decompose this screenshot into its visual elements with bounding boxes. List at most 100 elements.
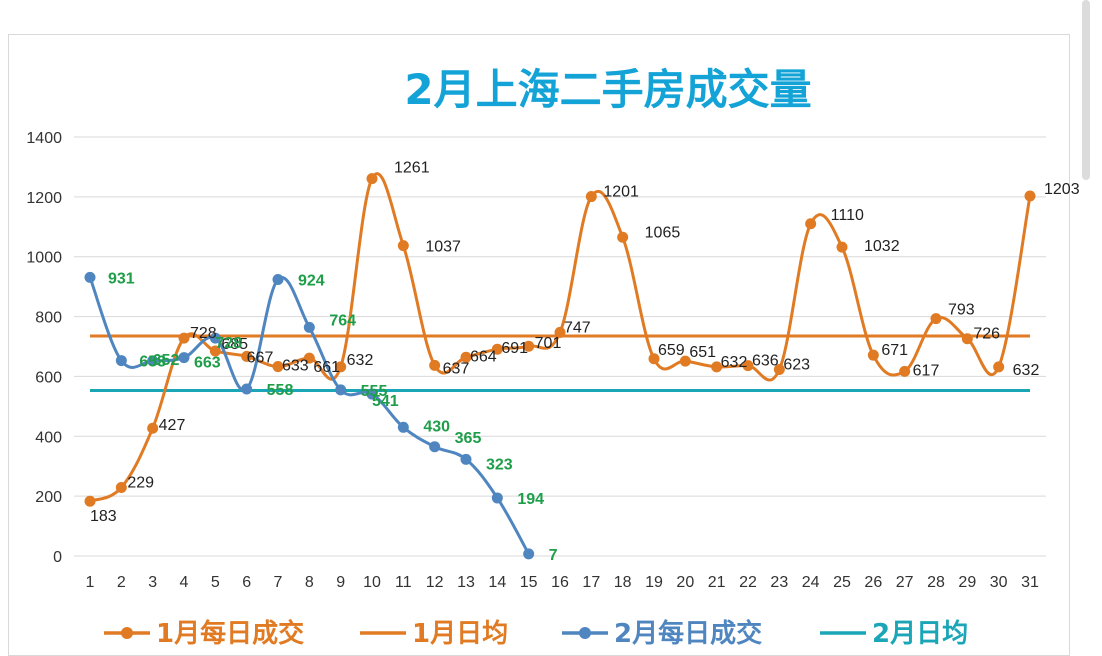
feb-point-13	[460, 453, 472, 465]
jan-point-3	[147, 422, 159, 434]
jan-point-21	[711, 361, 723, 373]
legend-label-1: 1月每日成交	[156, 618, 304, 645]
jan-point-5	[209, 345, 221, 357]
y-tick-1200: 1200	[26, 190, 62, 207]
jan-point-19	[648, 353, 660, 365]
feb-point-5	[209, 332, 221, 344]
jan-point-4	[178, 332, 190, 344]
legend: 1月每日成交 1月日均 2月每日成交 2月日均	[104, 618, 968, 645]
feb-point-4	[178, 352, 190, 364]
y-tick-1400: 1400	[26, 130, 62, 147]
jan-label-8: 661	[313, 359, 340, 376]
feb-label-13: 323	[486, 456, 513, 473]
feb-label-4: 663	[194, 355, 221, 372]
jan-label-5: 685	[221, 336, 248, 353]
jan-label-11: 1037	[425, 239, 461, 256]
x-tick-1: 1	[86, 574, 95, 591]
jan-point-23	[773, 364, 785, 376]
jan-label-10: 1261	[394, 160, 430, 177]
x-tick-4: 4	[180, 574, 189, 591]
scrollbar[interactable]	[1082, 0, 1090, 180]
x-tick-9: 9	[336, 574, 345, 591]
x-tick-30: 30	[990, 574, 1008, 591]
feb-label-15: 7	[549, 547, 558, 564]
feb-point-7	[272, 273, 284, 285]
jan-label-16: 747	[564, 319, 591, 336]
x-tick-16: 16	[551, 574, 569, 591]
jan-label-31: 1203	[1044, 181, 1080, 198]
chart-title: 2月上海二手房成交量	[404, 65, 811, 114]
jan-point-11	[397, 240, 409, 252]
feb-point-9	[335, 384, 347, 396]
jan-point-30	[993, 361, 1005, 373]
jan-point-31	[1024, 190, 1036, 202]
feb-point-12	[429, 441, 441, 453]
jan-label-9: 632	[347, 352, 374, 369]
jan-point-26	[867, 349, 879, 361]
jan-label-23: 623	[783, 357, 810, 374]
jan-point-8	[303, 352, 315, 364]
jan-label-13: 664	[470, 348, 497, 365]
x-tick-22: 22	[739, 574, 757, 591]
jan-label-21: 632	[721, 354, 748, 371]
jan-point-7	[272, 361, 284, 373]
jan-label-22: 636	[752, 353, 779, 370]
x-tick-20: 20	[676, 574, 694, 591]
jan-point-2	[115, 481, 127, 493]
jan-label-17: 1201	[603, 184, 639, 201]
jan-point-15	[523, 340, 535, 352]
x-tick-11: 11	[395, 574, 412, 591]
feb-point-10	[366, 388, 378, 400]
x-tick-27: 27	[896, 574, 914, 591]
feb-point-6	[241, 383, 253, 395]
x-tick-6: 6	[242, 574, 251, 591]
x-tick-29: 29	[958, 574, 976, 591]
jan-label-4: 728	[190, 325, 217, 342]
feb-label-14: 194	[517, 491, 544, 508]
jan-label-30: 632	[1013, 362, 1040, 379]
feb-label-10: 541	[372, 393, 399, 410]
y-tick-800: 800	[35, 310, 62, 327]
jan-label-12: 637	[443, 360, 470, 377]
jan-point-28	[930, 313, 942, 325]
legend-label-3: 2月每日成交	[614, 618, 762, 645]
jan-point-25	[836, 241, 848, 253]
feb-point-11	[397, 421, 409, 433]
jan-point-18	[617, 231, 629, 243]
jan-label-26: 671	[881, 342, 908, 359]
y-tick-400: 400	[35, 429, 62, 446]
x-tick-3: 3	[148, 574, 157, 591]
x-tick-23: 23	[770, 574, 788, 591]
legend-marker-3	[579, 627, 591, 639]
jan-point-20	[679, 355, 691, 367]
jan-point-10	[366, 173, 378, 185]
x-tick-18: 18	[614, 574, 632, 591]
feb-label-7: 924	[298, 272, 325, 289]
jan-label-3: 427	[159, 417, 186, 434]
jan-point-29	[961, 333, 973, 345]
jan-point-13	[460, 351, 472, 363]
x-tick-31: 31	[1021, 574, 1039, 591]
x-tick-21: 21	[708, 574, 726, 591]
feb-label-9: 555	[361, 383, 388, 400]
y-tick-600: 600	[35, 369, 62, 386]
y-tick-0: 0	[53, 549, 62, 566]
jan-label-24: 1110	[831, 207, 864, 224]
feb-label-3: 652	[153, 352, 180, 369]
feb-label-12: 365	[455, 430, 482, 447]
y-tick-1000: 1000	[26, 250, 62, 267]
y-tick-200: 200	[35, 489, 62, 506]
series-lines	[84, 172, 1036, 560]
x-tick-14: 14	[488, 574, 506, 591]
series-line-feb-daily	[88, 276, 530, 555]
jan-point-24	[805, 218, 817, 230]
jan-point-16	[554, 326, 566, 338]
feb-label-11: 430	[423, 418, 450, 435]
jan-label-1: 183	[90, 508, 117, 525]
x-tick-15: 15	[520, 574, 538, 591]
y-axis-ticks: 0 200 400 600 800 1000 1200 1400	[26, 130, 62, 566]
legend-label-2: 1月日均	[412, 619, 508, 645]
feb-point-1	[84, 271, 96, 283]
